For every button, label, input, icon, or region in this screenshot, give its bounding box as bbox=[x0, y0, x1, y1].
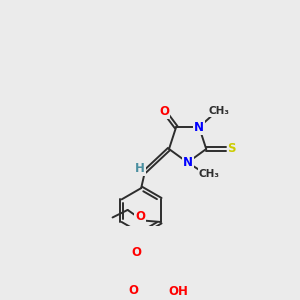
Text: O: O bbox=[128, 284, 138, 297]
Text: CH₃: CH₃ bbox=[199, 169, 220, 179]
Text: O: O bbox=[135, 210, 146, 223]
Text: O: O bbox=[131, 246, 141, 259]
Text: H: H bbox=[135, 162, 145, 175]
Text: N: N bbox=[183, 156, 193, 169]
Text: S: S bbox=[228, 142, 236, 155]
Text: O: O bbox=[159, 105, 169, 118]
Text: CH₃: CH₃ bbox=[208, 106, 229, 116]
Text: OH: OH bbox=[169, 285, 189, 298]
Text: N: N bbox=[194, 121, 204, 134]
